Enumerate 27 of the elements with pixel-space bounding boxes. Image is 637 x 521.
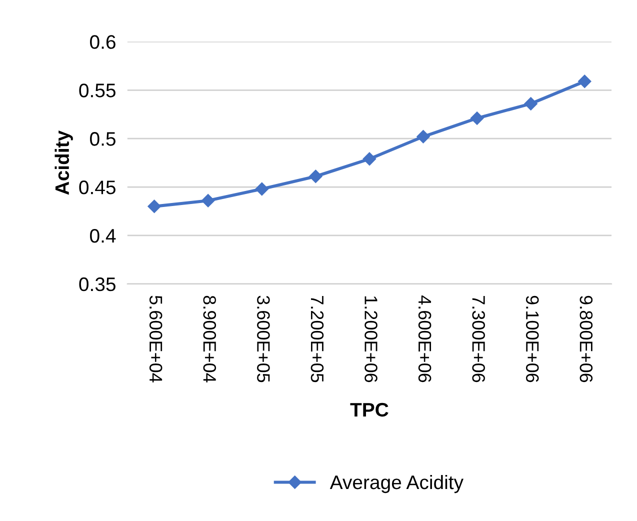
point — [362, 152, 376, 166]
x-tick-label: 5.600E+04 — [149, 296, 162, 382]
x-tick-label: 9.800E+06 — [580, 296, 593, 382]
y-tick-label: 0.55 — [79, 84, 116, 98]
x-tick-label: 8.900E+04 — [203, 296, 216, 382]
x-tick-label: 4.600E+06 — [418, 295, 432, 382]
x-tick-label: 3.600E+05 — [257, 296, 270, 382]
y-axis-title: Acidity — [54, 130, 73, 195]
point — [416, 130, 430, 144]
y-tick-label: 0.5 — [90, 132, 116, 146]
point — [524, 97, 538, 110]
x-axis-title: TPC — [350, 402, 388, 417]
x-tick-label: 7.200E+05 — [310, 296, 324, 382]
point — [148, 200, 161, 214]
point — [202, 194, 215, 208]
y-tick-label: 0.35 — [79, 277, 116, 292]
x-tick-label: 9.100E+06 — [526, 296, 539, 382]
y-tick-label: 0.6 — [90, 35, 116, 49]
point — [578, 74, 592, 88]
y-tick-label: 0.4 — [90, 228, 116, 243]
legend-label: Average Acidity — [330, 474, 464, 494]
point — [470, 112, 484, 125]
x-tick-label: 7.300E+06 — [472, 296, 485, 382]
point — [255, 182, 268, 196]
x-tick-label: 1.200E+06 — [364, 296, 378, 382]
y-tick-label: 0.45 — [79, 180, 116, 194]
point — [309, 170, 322, 183]
